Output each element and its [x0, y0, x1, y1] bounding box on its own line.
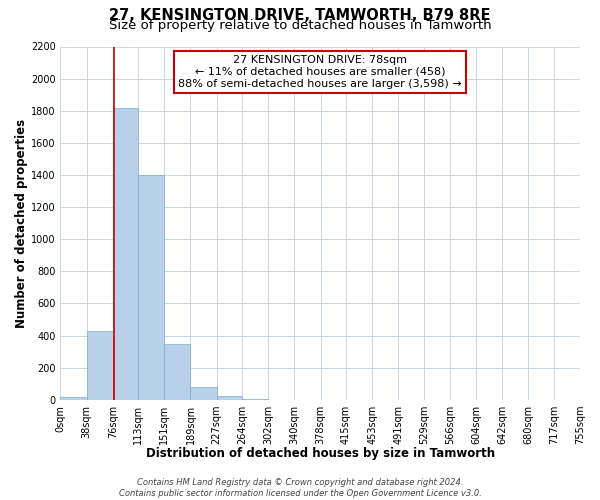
Bar [113, 108, 138, 400]
Bar [217, 396, 242, 400]
X-axis label: Distribution of detached houses by size in Tamworth: Distribution of detached houses by size … [146, 447, 495, 460]
Text: Contains HM Land Registry data © Crown copyright and database right 2024.
Contai: Contains HM Land Registry data © Crown c… [119, 478, 481, 498]
Bar [190, 387, 217, 400]
Bar [138, 175, 164, 400]
Text: 27 KENSINGTON DRIVE: 78sqm  
← 11% of detached houses are smaller (458)
88% of s: 27 KENSINGTON DRIVE: 78sqm ← 11% of deta… [178, 56, 462, 88]
Bar [86, 331, 113, 400]
Text: 27, KENSINGTON DRIVE, TAMWORTH, B79 8RE: 27, KENSINGTON DRIVE, TAMWORTH, B79 8RE [109, 8, 491, 22]
Text: Size of property relative to detached houses in Tamworth: Size of property relative to detached ho… [109, 19, 491, 32]
Bar [164, 344, 190, 400]
Bar [61, 396, 86, 400]
Bar [242, 399, 268, 400]
Y-axis label: Number of detached properties: Number of detached properties [15, 118, 28, 328]
